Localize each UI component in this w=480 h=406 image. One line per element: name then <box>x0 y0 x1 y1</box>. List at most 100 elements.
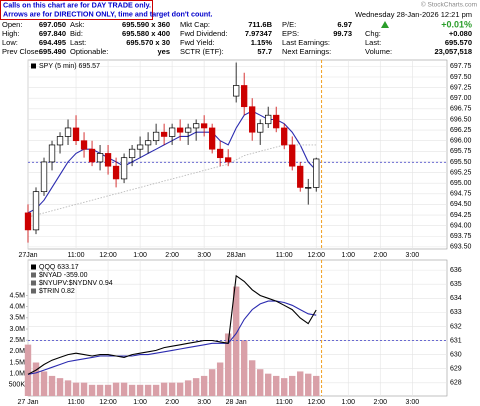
line-series <box>27 144 317 218</box>
volume-bar <box>72 382 80 396</box>
volume-bar <box>232 286 240 396</box>
volume-bar <box>184 380 192 396</box>
quote-label: Ask: <box>70 20 85 29</box>
volume-bar <box>256 369 264 396</box>
x-tick-label: 3:00 <box>197 252 211 259</box>
y-tick-label: 629 <box>450 366 462 373</box>
x-tick-label: 27Jan <box>18 252 37 259</box>
quote-label: Prev Close: <box>2 47 41 56</box>
volume-bar <box>40 371 48 396</box>
volume-bar <box>264 373 272 396</box>
candle-body <box>64 127 72 137</box>
candle-body <box>88 148 96 163</box>
y-tick-label: 695.00 <box>450 180 472 187</box>
x-tick-label: 28Jan <box>227 252 246 259</box>
quote-value: yes <box>157 47 170 56</box>
y-tick-label: 632 <box>450 323 462 330</box>
candle-body <box>281 127 288 146</box>
legend-swatch <box>31 288 36 294</box>
legend-label: $TRIN 0.82 <box>39 288 75 295</box>
quote-value: 695.570 <box>445 38 472 47</box>
y-tick-label: 696.00 <box>450 138 472 145</box>
volume-bar <box>200 375 208 396</box>
y-tick-label: 697.25 <box>450 84 472 91</box>
up-arrow-icon <box>381 21 389 28</box>
volume-bar <box>120 382 128 396</box>
volume-bar <box>112 382 120 396</box>
volume-bar <box>208 369 216 396</box>
quote-label: SCTR (ETF): <box>180 47 224 56</box>
candle-body <box>72 127 80 142</box>
quote-value: +0.080 <box>449 29 472 38</box>
y-tick-label: 694.75 <box>450 191 472 198</box>
chart-title: QQQ 633.17 <box>39 264 79 271</box>
quote-value: 695.570 x 30 <box>126 38 170 47</box>
candle-body <box>144 140 152 146</box>
candle-body <box>192 123 200 129</box>
x-tick-label: 11:00 <box>68 252 85 259</box>
y-tick-label: 693.75 <box>450 233 472 240</box>
x-tick-label: 12:00 <box>99 252 117 259</box>
candle-body <box>249 106 256 133</box>
y-tick-label: 696.75 <box>450 106 472 113</box>
quote-label: Bid: <box>70 29 83 38</box>
notice-text: Calls on this chart are for DAY TRADE on… <box>3 0 151 9</box>
candle-body <box>120 157 128 180</box>
quote-label: Chg: <box>365 29 381 38</box>
quote-value: 695.490 <box>39 47 66 56</box>
y2-tick-label: 3.5M <box>9 315 25 322</box>
quote-label: Optionable: <box>70 47 108 56</box>
y-tick-label: 630 <box>450 351 462 358</box>
quote-value: 57.7 <box>257 47 272 56</box>
quote-label: Fwd Dividend: <box>180 29 228 38</box>
quote-value: 99.73 <box>333 29 352 38</box>
x-tick-label: 3:00 <box>197 399 211 406</box>
x-tick-label: 2:00 <box>165 252 179 259</box>
legend-swatch <box>31 264 36 270</box>
quote-label: EPS: <box>282 29 299 38</box>
y-tick-label: 628 <box>450 380 462 387</box>
volume-bar <box>168 382 176 396</box>
y2-tick-label: 500K <box>9 382 26 389</box>
candle-body <box>128 148 136 159</box>
candle-body <box>200 123 208 129</box>
y-tick-label: 634 <box>450 295 462 302</box>
quote-date: Wednesday 28-Jan-2026 12:21 pm <box>355 10 472 19</box>
quote-value: 6.97 <box>337 20 352 29</box>
y-tick-label: 694.25 <box>450 212 472 219</box>
y-tick-label: 693.50 <box>450 244 472 251</box>
quote-value: 695.580 x 400 <box>122 29 170 38</box>
volume-bar <box>224 333 232 396</box>
candle-body <box>32 191 40 231</box>
quote-label: Last Earnings: <box>282 38 330 47</box>
x-tick-label: 1:00 <box>133 252 147 259</box>
quote-label: Mkt Cap: <box>180 20 210 29</box>
volume-bar <box>136 384 144 396</box>
candle-body <box>136 144 144 150</box>
y-tick-label: 635 <box>450 281 462 288</box>
volume-bar <box>192 378 200 396</box>
quote-change: +0.01% <box>441 19 472 29</box>
volume-bar <box>32 362 40 396</box>
quote-value: 695.590 x 360 <box>122 20 170 29</box>
chart-title: SPY (5 min) 695.57 <box>39 63 100 70</box>
candle-body <box>297 165 304 188</box>
candle-body <box>225 157 232 163</box>
x-tick-label: 11:00 <box>276 252 293 259</box>
volume-bar <box>96 384 104 396</box>
candle-body <box>56 136 64 146</box>
y2-tick-label: 1.0M <box>9 371 25 378</box>
candle-body <box>96 153 104 163</box>
candle-body <box>313 158 320 188</box>
volume-bar <box>56 378 64 396</box>
quote-label: Last: <box>70 38 86 47</box>
y-tick-label: 697.75 <box>450 63 472 70</box>
y2-tick-label: 4.5M <box>9 292 25 299</box>
volume-bar <box>104 384 112 396</box>
candle-body <box>80 140 88 150</box>
candle-body <box>40 161 48 193</box>
notice-text: Arrows are for DIRECTION ONLY, time and … <box>3 9 213 18</box>
y2-tick-label: 3.0M <box>9 326 25 333</box>
legend-swatch <box>31 272 36 278</box>
quote-value: 23,057,518 <box>434 47 472 56</box>
